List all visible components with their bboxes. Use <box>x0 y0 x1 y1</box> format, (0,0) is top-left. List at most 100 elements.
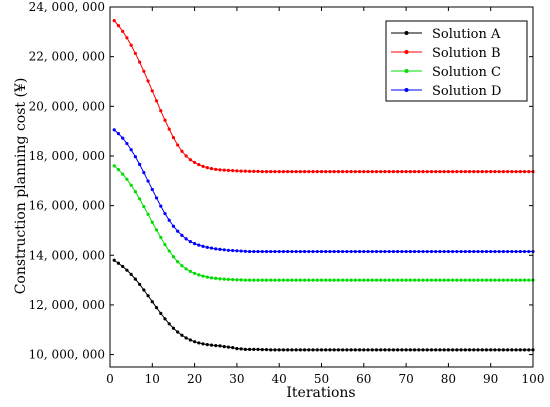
data-point <box>171 135 176 140</box>
data-point <box>362 348 366 352</box>
data-point <box>374 278 379 282</box>
data-point <box>387 170 391 174</box>
data-point <box>442 348 446 352</box>
x-tick-label: 50 <box>314 372 329 386</box>
data-point <box>353 249 357 254</box>
data-point <box>142 205 146 209</box>
data-point <box>214 247 218 251</box>
data-point <box>501 278 505 282</box>
data-point <box>396 170 400 174</box>
series-line-3 <box>113 165 533 281</box>
data-point <box>451 249 455 254</box>
data-point <box>467 348 472 352</box>
data-point <box>412 249 417 254</box>
series-line-4 <box>113 129 533 253</box>
data-point <box>391 278 396 282</box>
data-point <box>332 170 336 174</box>
y-tick-label: 14, 000, 000 <box>29 248 105 262</box>
data-point <box>184 267 188 271</box>
data-point <box>146 294 150 298</box>
data-point <box>408 170 412 174</box>
data-point <box>209 343 214 347</box>
data-point <box>387 348 391 352</box>
data-point <box>125 177 129 181</box>
data-point <box>446 348 450 352</box>
data-point <box>281 249 286 254</box>
data-point <box>497 170 501 174</box>
data-point <box>497 278 501 282</box>
data-point <box>150 89 154 93</box>
data-point <box>522 170 527 174</box>
data-point <box>438 249 442 254</box>
data-point <box>374 170 379 174</box>
data-point <box>493 348 497 352</box>
data-point <box>239 278 243 282</box>
data-point <box>362 249 366 254</box>
data-point <box>446 170 450 174</box>
data-point <box>421 278 425 282</box>
data-point <box>438 170 442 174</box>
data-point <box>188 269 192 274</box>
data-point <box>336 170 341 174</box>
data-point <box>133 155 137 159</box>
data-point <box>125 268 129 272</box>
data-point <box>138 162 142 167</box>
data-point <box>167 322 171 326</box>
data-point <box>476 348 480 352</box>
data-point <box>455 348 459 352</box>
y-tick-label: 24, 000, 000 <box>29 0 105 14</box>
data-point <box>163 211 167 216</box>
data-point <box>442 170 446 174</box>
data-point <box>112 128 116 132</box>
data-point <box>176 330 180 334</box>
data-point <box>417 249 421 254</box>
data-point <box>307 249 311 254</box>
data-point <box>332 278 336 282</box>
data-point <box>429 348 434 352</box>
data-point <box>438 278 442 282</box>
data-point <box>472 278 476 282</box>
data-point <box>506 249 510 254</box>
data-point <box>421 348 425 352</box>
data-point <box>222 277 226 281</box>
data-point <box>408 278 412 282</box>
data-point <box>455 170 459 174</box>
data-point <box>425 249 429 254</box>
data-point <box>336 249 341 254</box>
data-point <box>298 278 302 282</box>
data-point <box>332 348 336 352</box>
data-point <box>472 170 476 174</box>
data-point <box>260 249 264 254</box>
data-point <box>315 348 319 352</box>
data-point <box>493 249 497 254</box>
data-point <box>387 249 391 254</box>
data-point <box>493 170 497 174</box>
data-point <box>188 158 192 162</box>
data-point <box>510 249 514 254</box>
x-tick-label: 60 <box>356 372 371 386</box>
data-point <box>235 278 239 282</box>
data-point <box>146 179 150 183</box>
data-point <box>442 278 446 282</box>
data-point <box>387 278 391 282</box>
data-point <box>311 170 315 174</box>
data-point <box>252 278 256 282</box>
data-point <box>501 249 505 254</box>
data-point <box>366 249 370 254</box>
data-point <box>138 282 142 286</box>
data-point <box>434 278 438 282</box>
data-point <box>281 348 286 352</box>
data-point <box>522 278 527 282</box>
data-point <box>218 168 222 172</box>
data-point <box>235 249 239 253</box>
data-point <box>463 170 467 174</box>
data-point <box>370 348 374 352</box>
data-point <box>353 278 357 282</box>
data-point <box>459 348 463 352</box>
data-point <box>311 249 315 254</box>
data-point <box>455 249 459 254</box>
data-point <box>357 278 362 282</box>
data-point <box>506 278 510 282</box>
series-line-1 <box>113 259 533 351</box>
data-point <box>243 347 247 351</box>
